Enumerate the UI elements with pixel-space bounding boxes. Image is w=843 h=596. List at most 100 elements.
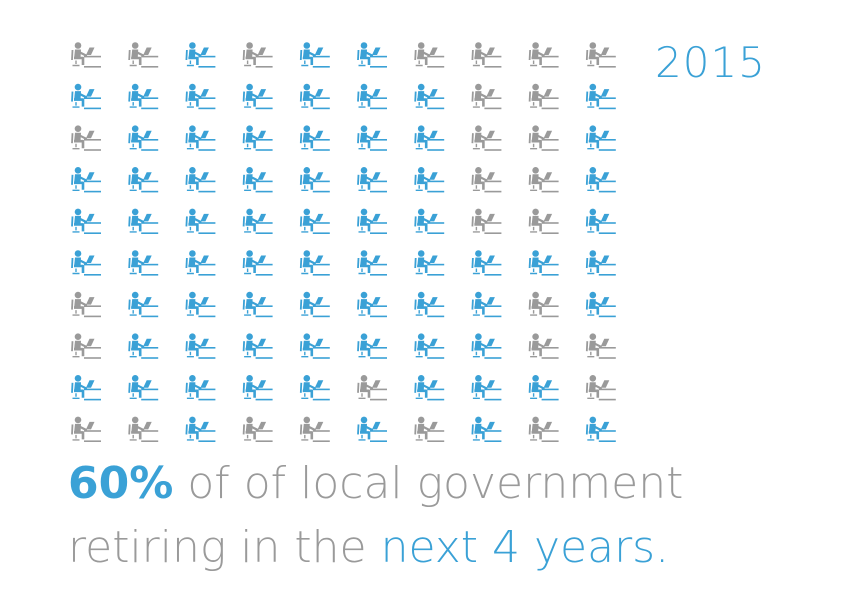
worker-icon-r6-c9: [528, 250, 559, 276]
worker-icon-r7-c7: [414, 291, 445, 318]
worker-icon-r9-c5: [299, 375, 330, 401]
worker-icon-r1-c1: [71, 42, 101, 68]
worker-icon-r7-c2: [128, 291, 159, 318]
worker-icon-r2-c6: [357, 83, 387, 110]
headline-part1: of of local government: [187, 458, 684, 509]
worker-icon-r1-c6: [357, 42, 387, 68]
worker-icon-r2-c4: [242, 83, 273, 110]
worker-icon-r4-c1: [71, 167, 101, 193]
worker-icon-r9-c6: [357, 375, 387, 401]
worker-icon-r4-c9: [528, 167, 559, 193]
worker-icon-r5-c6: [357, 208, 387, 234]
headline-part2: retiring in the: [68, 522, 367, 573]
worker-icon-r9-c3: [185, 375, 216, 401]
worker-icon-r7-c4: [242, 291, 273, 318]
worker-icon-r1-c5: [299, 42, 330, 68]
worker-icon-r4-c3: [185, 167, 216, 193]
worker-icon-r1-c3: [185, 42, 216, 68]
worker-icon-r10-c3: [185, 416, 216, 442]
worker-icon-r8-c1: [71, 333, 101, 359]
worker-icon-r5-c3: [185, 208, 216, 234]
worker-icon-r2-c5: [299, 83, 330, 110]
worker-icon-r1-c7: [414, 42, 445, 68]
worker-icon-r5-c5: [299, 208, 330, 234]
worker-icon-r7-c5: [299, 291, 330, 318]
worker-icon-r8-c7: [414, 333, 445, 359]
worker-icon-r9-c8: [471, 375, 502, 401]
worker-icon-r6-c6: [357, 250, 387, 276]
worker-icon-r3-c6: [357, 125, 387, 151]
worker-icon-r7-c6: [357, 291, 387, 318]
worker-icon-r6-c5: [299, 250, 330, 276]
worker-icon-r10-c2: [128, 416, 159, 442]
worker-icon-r8-c5: [299, 333, 330, 359]
worker-icon-r10-c5: [299, 416, 330, 442]
worker-icon-r4-c8: [471, 167, 502, 193]
worker-icon-r10-c8: [471, 416, 502, 442]
headline: 60% of of local government retiring in t…: [68, 452, 828, 580]
worker-icon-r2-c7: [414, 83, 445, 110]
worker-icon-r2-c2: [128, 83, 159, 110]
worker-icon-r3-c9: [528, 125, 559, 151]
worker-icon-r9-c7: [414, 375, 445, 401]
worker-icon-r9-c4: [242, 375, 273, 401]
worker-icon-r6-c2: [128, 250, 159, 276]
worker-icon-r6-c8: [471, 250, 502, 276]
worker-icon-r3-c4: [242, 125, 273, 151]
worker-icon-r2-c10: [585, 83, 616, 110]
worker-icon-r5-c10: [585, 208, 616, 234]
worker-icon-r7-c10: [585, 291, 616, 318]
worker-icon-r8-c10: [585, 333, 616, 359]
worker-icon-r8-c4: [242, 333, 273, 359]
worker-icon-r4-c7: [414, 167, 445, 193]
worker-icon-r1-c9: [528, 42, 559, 68]
worker-icon-r5-c9: [528, 208, 559, 234]
worker-icon-r6-c7: [414, 250, 445, 276]
worker-icon-r9-c1: [71, 375, 101, 401]
worker-icon-r7-c1: [71, 291, 101, 318]
worker-icon-r10-c9: [528, 416, 559, 442]
worker-icon-r3-c3: [185, 125, 216, 151]
worker-icon-r3-c2: [128, 125, 159, 151]
worker-icon-r8-c3: [185, 333, 216, 359]
worker-icon-r4-c2: [128, 167, 159, 193]
worker-icon-r2-c9: [528, 83, 559, 110]
worker-icon-r2-c8: [471, 83, 502, 110]
worker-icon-r5-c4: [242, 208, 273, 234]
headline-percent: 60%: [68, 458, 174, 509]
worker-icon-r6-c1: [71, 250, 101, 276]
worker-icon-r8-c6: [357, 333, 387, 359]
worker-icon-r6-c3: [185, 250, 216, 276]
worker-icon-r3-c10: [585, 125, 616, 151]
worker-icon-r5-c7: [414, 208, 445, 234]
worker-icon-r4-c4: [242, 167, 273, 193]
worker-icon-r1-c8: [471, 42, 502, 68]
worker-icon-r10-c7: [414, 416, 445, 442]
worker-icon-r7-c8: [471, 291, 502, 318]
headline-highlight: next 4 years.: [380, 522, 670, 573]
worker-icon-r3-c8: [471, 125, 502, 151]
worker-icon-r3-c7: [414, 125, 445, 151]
worker-icon-r10-c4: [242, 416, 273, 442]
worker-icon-r10-c1: [71, 416, 101, 442]
worker-icon-r6-c10: [585, 250, 616, 276]
worker-icon-r6-c4: [242, 250, 273, 276]
worker-icon-r3-c5: [299, 125, 330, 151]
worker-icon-r7-c3: [185, 291, 216, 318]
worker-icon-r1-c4: [242, 42, 273, 68]
worker-icon-r4-c10: [585, 167, 616, 193]
worker-icon-r9-c2: [128, 375, 159, 401]
worker-icon-r10-c10: [585, 416, 616, 442]
worker-icon-r7-c9: [528, 291, 559, 318]
worker-icon-r9-c10: [585, 375, 616, 401]
worker-icon-r8-c8: [471, 333, 502, 359]
worker-icon-r5-c1: [71, 208, 101, 234]
worker-icon-r4-c6: [357, 167, 387, 193]
worker-icon-r1-c10: [585, 42, 616, 68]
year-label: 2015: [655, 38, 766, 87]
worker-icon-r1-c2: [128, 42, 159, 68]
worker-icon-r2-c1: [71, 83, 101, 110]
worker-icon-r5-c8: [471, 208, 502, 234]
worker-icon-r4-c5: [299, 167, 330, 193]
worker-icon-r5-c2: [128, 208, 159, 234]
